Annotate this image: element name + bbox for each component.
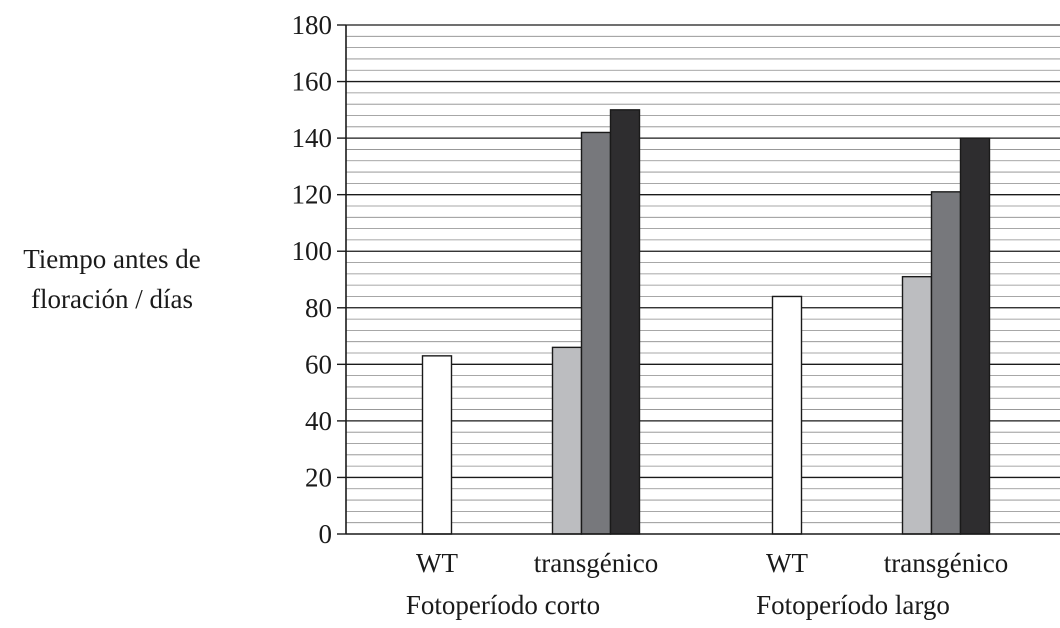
y-tick-label: 100 [292, 236, 333, 266]
y-tick-label: 20 [305, 462, 332, 492]
y-tick-label: 40 [305, 406, 332, 436]
subgroup-label: WT [766, 548, 808, 578]
subgroup-label: transgénico [884, 548, 1008, 578]
y-tick-label: 0 [319, 519, 333, 549]
y-tick-label: 160 [292, 67, 333, 97]
y-tick-label: 80 [305, 293, 332, 323]
y-tick-label: 140 [292, 123, 333, 153]
y-tick-label: 180 [292, 10, 333, 40]
group-label: Fotoperíodo corto [406, 590, 600, 620]
bar-corto-transgenico-2 [580, 131, 612, 535]
bar-corto-transgenico-1 [551, 346, 583, 535]
axes [337, 24, 1060, 535]
bars [421, 109, 991, 535]
y-axis-label-line-1: Tiempo antes de [23, 244, 201, 274]
bar-largo-transgenico-1 [901, 275, 933, 535]
bar-corto-transgenico-3 [609, 109, 641, 535]
y-tick-label: 60 [305, 349, 332, 379]
bar-largo-transgenico-2 [930, 191, 962, 535]
bar-corto-wt-1 [421, 355, 453, 535]
category-labels: WT transgénico Fotoperíodo corto WT transgén… [406, 548, 1008, 620]
subgroup-label: transgénico [534, 548, 658, 578]
group-label: Fotoperíodo largo [756, 590, 950, 620]
y-tick-labels: 0 20 40 60 80 100 120 140 160 180 [292, 10, 333, 549]
subgroup-label: WT [416, 548, 458, 578]
y-axis-label-line-2: floración / días [31, 284, 193, 314]
bar-largo-transgenico-3 [959, 137, 991, 535]
y-tick-label: 120 [292, 180, 333, 210]
bar-largo-wt-1 [771, 295, 803, 535]
